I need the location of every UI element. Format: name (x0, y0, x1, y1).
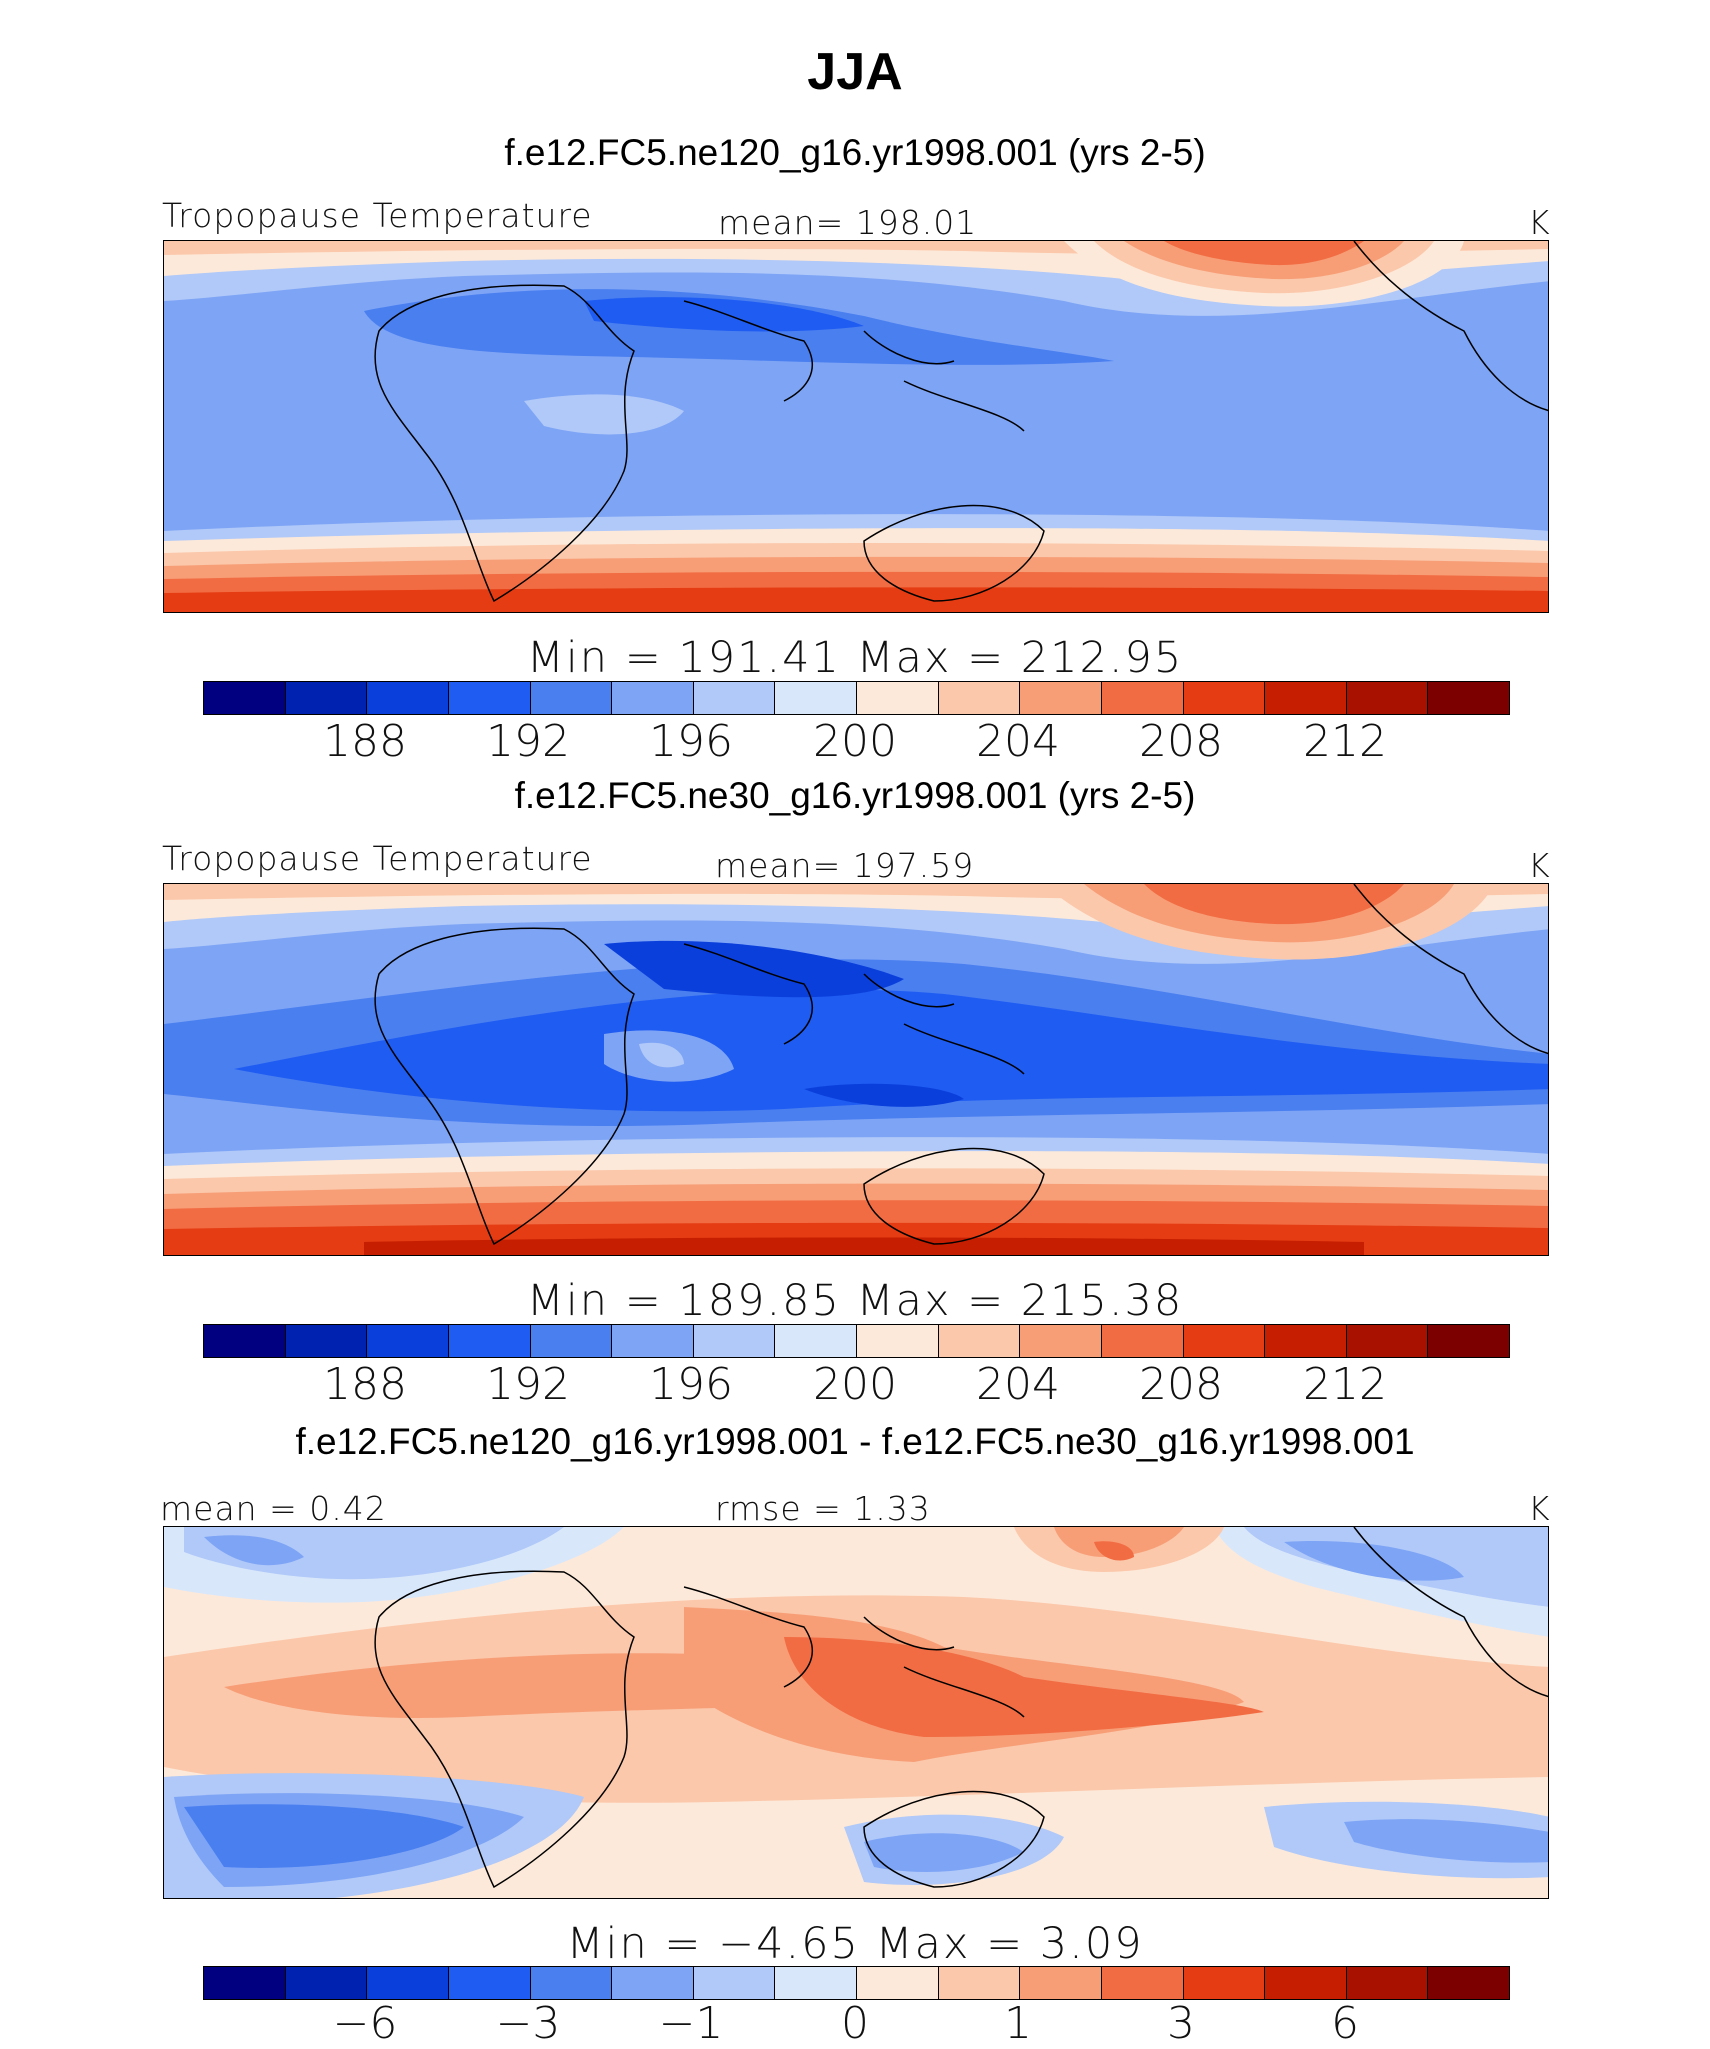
panel3-rmse-label: rmse = 1.33 (715, 1489, 931, 1528)
colorbar-swatch (1346, 1325, 1429, 1357)
panel1-tick-label: 196 (649, 716, 733, 767)
panel1-units-label: K (1528, 203, 1551, 242)
panel3-case-title: f.e12.FC5.ne120_g16.yr1998.001 - f.e12.F… (295, 1421, 1415, 1462)
panel1-tick-label: 200 (813, 716, 897, 767)
colorbar-swatch (285, 1325, 368, 1357)
colorbar-swatch (938, 1325, 1021, 1357)
colorbar-swatch (204, 1325, 286, 1357)
colorbar-swatch (857, 682, 939, 714)
panel1-tick-label: 208 (1139, 716, 1223, 767)
panel2-minmax-label: Min = 189.85 Max = 215.38 (526, 1276, 1184, 1326)
colorbar-swatch (1346, 682, 1429, 714)
panel2-colorbar (203, 1324, 1510, 1358)
colorbar-swatch (448, 1325, 531, 1357)
panel1-variable-label: Tropopause Temperature (162, 196, 593, 235)
panel2-tick-label: 200 (813, 1359, 897, 1410)
panel2-mean-label: mean= 197.59 (715, 846, 975, 885)
panel2-tick-label: 188 (323, 1359, 407, 1410)
panel3-tick-label: −3 (495, 1998, 561, 2049)
colorbar-swatch (285, 682, 368, 714)
panel1-mean-label: mean= 198.01 (718, 203, 978, 242)
colorbar-swatch (204, 1967, 286, 1999)
panel1-tick-label: 192 (486, 716, 570, 767)
colorbar-swatch (1101, 682, 1184, 714)
panel3-colorbar (203, 1966, 1510, 2000)
colorbar-swatch (1265, 682, 1347, 714)
colorbar-swatch (530, 682, 613, 714)
panel1-tick-label: 212 (1303, 716, 1387, 767)
panel2-variable-label: Tropopause Temperature (162, 839, 593, 878)
colorbar-swatch (693, 1325, 776, 1357)
colorbar-swatch (204, 682, 286, 714)
panel2-tick-label: 208 (1139, 1359, 1223, 1410)
colorbar-swatch (367, 682, 449, 714)
colorbar-swatch (1101, 1325, 1184, 1357)
colorbar-swatch (1020, 1967, 1102, 1999)
colorbar-swatch (612, 682, 694, 714)
colorbar-swatch (857, 1325, 939, 1357)
panel2-tick-label: 204 (976, 1359, 1060, 1410)
colorbar-swatch (938, 682, 1021, 714)
colorbar-swatch (530, 1325, 613, 1357)
colorbar-swatch (1428, 682, 1509, 714)
colorbar-swatch (448, 1967, 531, 1999)
figure-title: JJA (807, 43, 903, 101)
colorbar-swatch (448, 682, 531, 714)
panel1-tick-label: 204 (976, 716, 1060, 767)
panel2-tick-label: 196 (649, 1359, 733, 1410)
panel2-map (163, 883, 1549, 1256)
colorbar-swatch (1265, 1325, 1347, 1357)
colorbar-swatch (367, 1967, 449, 1999)
colorbar-swatch (775, 1325, 857, 1357)
panel1-map (163, 240, 1549, 613)
panel1-tick-label: 188 (323, 716, 407, 767)
panel2-units-label: K (1528, 846, 1551, 885)
panel3-tick-label: 6 (1331, 1998, 1359, 2049)
colorbar-swatch (612, 1325, 694, 1357)
colorbar-swatch (1020, 682, 1102, 714)
colorbar-swatch (938, 1967, 1021, 1999)
colorbar-swatch (1428, 1325, 1509, 1357)
colorbar-swatch (1020, 1325, 1102, 1357)
panel1-colorbar (203, 681, 1510, 715)
colorbar-swatch (693, 1967, 776, 1999)
panel2-case-title: f.e12.FC5.ne30_g16.yr1998.001 (yrs 2-5) (514, 775, 1196, 816)
colorbar-swatch (693, 682, 776, 714)
colorbar-swatch (1265, 1967, 1347, 1999)
panel3-tick-label: 0 (841, 1998, 869, 2049)
colorbar-swatch (285, 1967, 368, 1999)
colorbar-swatch (1101, 1967, 1184, 1999)
panel3-tick-label: 3 (1167, 1998, 1195, 2049)
colorbar-swatch (530, 1967, 613, 1999)
panel3-tick-label: −6 (332, 1998, 398, 2049)
colorbar-swatch (1183, 1967, 1266, 1999)
colorbar-swatch (857, 1967, 939, 1999)
colorbar-swatch (775, 1967, 857, 1999)
colorbar-swatch (1183, 1325, 1266, 1357)
panel2-tick-label: 212 (1303, 1359, 1387, 1410)
panel3-tick-label: −1 (658, 1998, 724, 2049)
panel1-minmax-label: Min = 191.41 Max = 212.95 (526, 633, 1184, 683)
colorbar-swatch (367, 1325, 449, 1357)
panel1-case-title: f.e12.FC5.ne120_g16.yr1998.001 (yrs 2-5) (504, 132, 1206, 173)
panel3-tick-label: 1 (1004, 1998, 1032, 2049)
panel3-units-label: K (1528, 1489, 1551, 1528)
colorbar-swatch (1428, 1967, 1509, 1999)
panel3-mean-label: mean = 0.42 (160, 1489, 387, 1528)
panel3-minmax-label: Min = −4.65 Max = 3.09 (566, 1919, 1144, 1969)
colorbar-swatch (1183, 682, 1266, 714)
colorbar-swatch (612, 1967, 694, 1999)
panel2-tick-label: 192 (486, 1359, 570, 1410)
colorbar-swatch (775, 682, 857, 714)
colorbar-swatch (1346, 1967, 1429, 1999)
panel3-map (163, 1526, 1549, 1899)
